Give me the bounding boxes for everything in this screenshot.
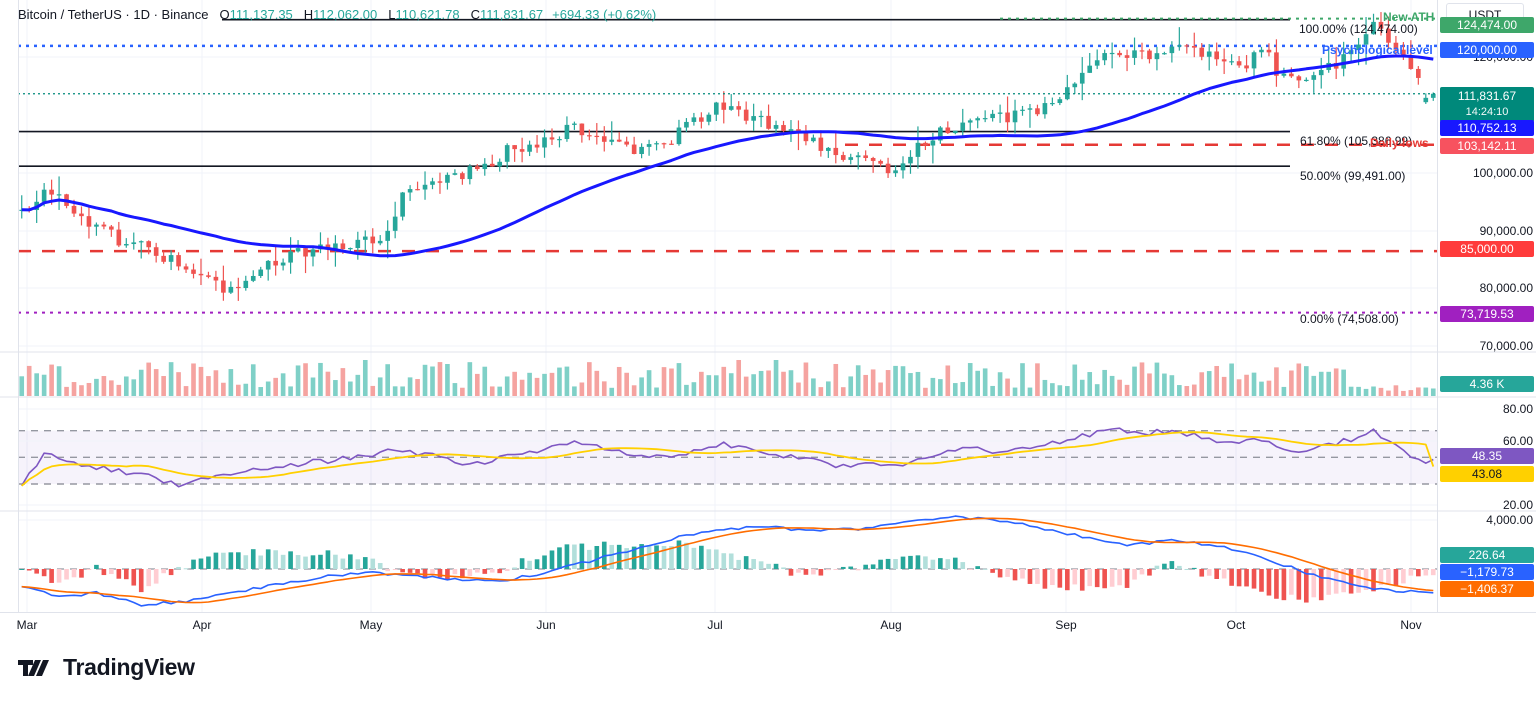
rsi-tick-0: 80.00 [1502, 402, 1533, 416]
left-border [18, 0, 19, 612]
psychological-label: Psychological level [1322, 43, 1433, 57]
rsi-tick-1: 60.00 [1502, 434, 1533, 448]
price-tick-1: 100,000.00 [1472, 166, 1533, 180]
time-label-jun: Jun [536, 618, 556, 632]
support-tag[interactable]: 85,000.00 [1440, 241, 1534, 257]
time-grid [26, 0, 1412, 612]
rsi-tick-2: 20.00 [1502, 498, 1533, 512]
brand-name: TradingView [63, 654, 195, 680]
rsi-value-tag[interactable]: 48.35 [1440, 448, 1534, 464]
ohlc-low: L110,621.78 [388, 6, 460, 22]
rsi-ma-line [21, 431, 1435, 487]
rsi-ma-value-tag[interactable]: 43.08 [1440, 466, 1534, 482]
macd-line [21, 515, 1434, 607]
fib-50-label: 50.00% (99,491.00) [1300, 169, 1406, 183]
volume-tag[interactable]: 4.36 K [1440, 376, 1534, 392]
symbol-title[interactable]: Bitcoin / TetherUS · 1D · Binance [18, 6, 209, 22]
ohlc-high: H112,062.00 [303, 6, 378, 22]
time-scale[interactable]: Mar Apr May Jun Jul Aug Sep Oct Nov [0, 612, 1536, 643]
rsi-line [21, 427, 1434, 488]
time-label-may: May [359, 618, 383, 632]
macd-tick-0: 4,000.00 [1486, 513, 1533, 527]
tradingview-mark-icon [18, 659, 49, 676]
price-tick-4: 70,000.00 [1479, 339, 1533, 353]
fib-100-label: 100.00% (124,474.00) [1299, 22, 1418, 36]
last-price-tag[interactable]: 111,831.67 14:24:10 [1440, 87, 1534, 122]
fib-zero-tag[interactable]: 73,719.53 [1440, 306, 1534, 322]
price-tick-2: 90,000.00 [1479, 224, 1533, 238]
price-scale[interactable]: USDT 120,000.00100,000.0090,000.0080,000… [1438, 0, 1536, 612]
ohlc-open: O111,137.35 [219, 6, 293, 22]
fib-618-label: 61.80% (105,386.99) [1300, 134, 1413, 148]
ma-tag[interactable]: 110,752.13 [1440, 120, 1534, 136]
chart-legend: Bitcoin / TetherUS · 1D · Binance O111,1… [18, 4, 656, 24]
moving-average-line [21, 54, 1434, 258]
time-label-mar: Mar [16, 618, 38, 632]
time-label-apr: Apr [192, 618, 212, 632]
price-change: +694.33 (+0.62%) [552, 6, 657, 22]
new-ath-label: New ATH [1383, 10, 1435, 24]
chart-footer: TradingView [0, 642, 1536, 702]
fib-0-label: 0.00% (74,508.00) [1300, 312, 1399, 326]
price-scale-border [1437, 0, 1438, 612]
time-label-sep: Sep [1055, 618, 1077, 632]
psychological-tag[interactable]: 120,000.00 [1440, 42, 1534, 58]
tradingview-logo[interactable]: TradingView [18, 654, 195, 681]
price-grid [18, 56, 1437, 347]
daily-lows-label: Daily lows [1370, 136, 1429, 150]
candlestick-series[interactable] [19, 12, 1436, 301]
macd-hist-tag[interactable]: 226.64 [1440, 547, 1534, 563]
last-price-tag-countdown: 14:24:10 [1465, 106, 1509, 118]
ath-tag[interactable]: 124,474.00 [1440, 17, 1534, 33]
time-label-oct: Oct [1226, 618, 1246, 632]
macd-signal-tag[interactable]: −1,406.37 [1440, 581, 1534, 597]
chart-plot-area[interactable] [0, 0, 1536, 612]
time-label-nov: Nov [1400, 618, 1422, 632]
price-tick-3: 80,000.00 [1479, 281, 1533, 295]
macd-signal-line [21, 517, 1434, 604]
macd-line-tag[interactable]: −1,179.73 [1440, 564, 1534, 580]
ohlc-close: C111,831.67 [470, 6, 544, 22]
volume-series [19, 360, 1436, 396]
alert-tag[interactable]: 103,142.11 [1440, 138, 1534, 154]
time-label-aug: Aug [880, 618, 902, 632]
macd-histogram [19, 540, 1436, 603]
time-label-jul: Jul [707, 618, 723, 632]
